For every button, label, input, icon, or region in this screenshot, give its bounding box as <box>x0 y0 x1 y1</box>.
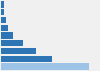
Bar <box>1 32 13 39</box>
Bar <box>1 9 4 15</box>
Bar <box>1 48 36 54</box>
Bar <box>1 63 89 70</box>
Bar <box>1 1 4 8</box>
Bar <box>1 17 6 23</box>
Bar <box>1 25 8 31</box>
Bar <box>1 40 23 46</box>
Bar <box>1 56 52 62</box>
